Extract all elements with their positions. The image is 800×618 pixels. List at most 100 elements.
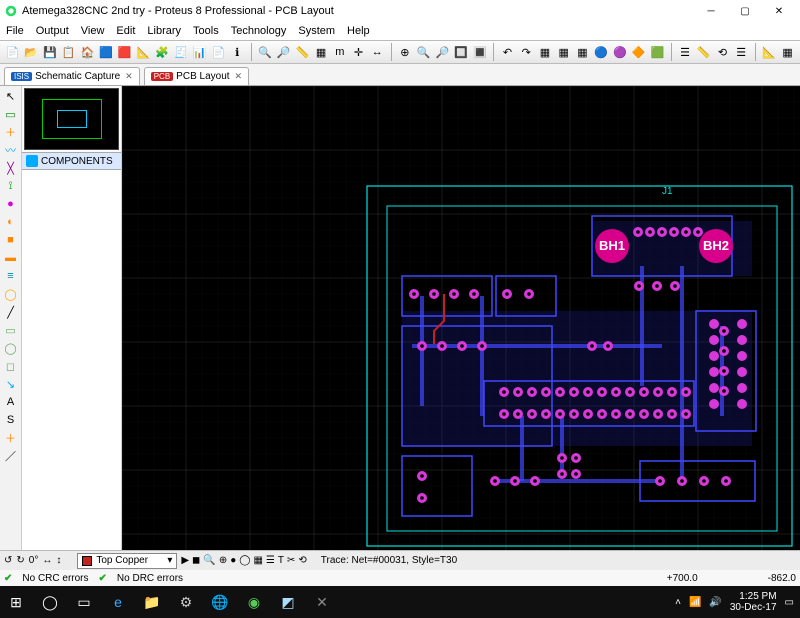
toolbar-button[interactable]: ▦	[555, 43, 572, 61]
toolbar-button[interactable]: ✛	[350, 43, 367, 61]
menu-view[interactable]: View	[81, 25, 105, 37]
taskbar-torrent[interactable]: ◉	[244, 592, 264, 612]
status-tool-button[interactable]: T	[278, 555, 284, 566]
toolbar-button[interactable]: 🔍	[256, 43, 273, 61]
toolbar-button[interactable]: ⊕	[397, 43, 414, 61]
menu-technology[interactable]: Technology	[231, 25, 287, 37]
status-tool-button[interactable]: ●	[230, 555, 236, 566]
toolbar-button[interactable]: ☰	[733, 43, 750, 61]
taskbar-app[interactable]: ◩	[278, 592, 298, 612]
tool-button[interactable]: ◯	[3, 286, 19, 302]
pcb-canvas[interactable]: BH1BH2J1	[122, 86, 800, 550]
layer-select[interactable]: Top Copper ▾	[77, 553, 177, 569]
menu-tools[interactable]: Tools	[193, 25, 219, 37]
minimize-button[interactable]: ─	[694, 1, 728, 21]
toolbar-button[interactable]: 📂	[23, 43, 40, 61]
toolbar-button[interactable]: 📊	[191, 43, 208, 61]
tool-button[interactable]: ◐	[3, 214, 19, 230]
toolbar-button[interactable]: 🟩	[649, 43, 666, 61]
status-tool-button[interactable]: ◯	[239, 555, 250, 566]
menu-library[interactable]: Library	[147, 25, 181, 37]
menu-help[interactable]: Help	[347, 25, 370, 37]
toolbar-button[interactable]: ▦	[574, 43, 591, 61]
tool-button[interactable]: S	[3, 412, 19, 428]
toolbar-button[interactable]: 📐	[135, 43, 152, 61]
tool-button[interactable]: ＋	[3, 124, 19, 140]
components-list[interactable]	[22, 170, 121, 550]
toolbar-button[interactable]: m	[331, 43, 348, 61]
flip-h-icon[interactable]: ↔	[42, 555, 52, 566]
tool-button[interactable]: ╳	[3, 160, 19, 176]
rotate-cw-icon[interactable]: ↻	[16, 555, 24, 566]
toolbar-button[interactable]: ▦	[537, 43, 554, 61]
close-icon[interactable]: ✕	[235, 71, 243, 82]
flip-v-icon[interactable]: ↕	[56, 555, 61, 566]
status-tool-button[interactable]: ☰	[266, 555, 275, 566]
status-tool-button[interactable]: ⟲	[298, 555, 306, 566]
status-tool-button[interactable]: ⊕	[219, 555, 227, 566]
taskbar-cortana[interactable]: ◯	[40, 592, 60, 612]
tool-button[interactable]: ■	[3, 232, 19, 248]
tool-button[interactable]: ◯	[3, 340, 19, 356]
toolbar-button[interactable]: ▦	[779, 43, 796, 61]
toolbar-button[interactable]: 📄	[210, 43, 227, 61]
tool-button[interactable]: ◻	[3, 358, 19, 374]
toolbar-button[interactable]: ☰	[677, 43, 694, 61]
tool-button[interactable]: ≡	[3, 268, 19, 284]
toolbar-button[interactable]: 🏠	[79, 43, 96, 61]
toolbar-button[interactable]: 🔶	[630, 43, 647, 61]
tool-button[interactable]: ▭	[3, 106, 19, 122]
toolbar-button[interactable]: 📋	[60, 43, 77, 61]
tab-pcb-layout[interactable]: PCBPCB Layout✕	[144, 67, 249, 85]
close-icon[interactable]: ✕	[125, 71, 133, 82]
toolbar-button[interactable]: 🔍	[415, 43, 432, 61]
toolbar-button[interactable]: 🟣	[612, 43, 629, 61]
rotate-ccw-icon[interactable]: ↺	[4, 555, 12, 566]
toolbar-button[interactable]: ⟲	[714, 43, 731, 61]
toolbar-button[interactable]: 🧩	[154, 43, 171, 61]
toolbar-button[interactable]: 🔲	[453, 43, 470, 61]
toolbar-button[interactable]: 🔵	[593, 43, 610, 61]
overview-thumbnail[interactable]	[24, 88, 119, 150]
notifications-icon[interactable]: ▭	[785, 597, 794, 608]
toolbar-button[interactable]: 🟦	[98, 43, 115, 61]
toolbar-button[interactable]: 📄	[4, 43, 21, 61]
toolbar-button[interactable]: 🧾	[173, 43, 190, 61]
toolbar-button[interactable]: 🔎	[275, 43, 292, 61]
toolbar-button[interactable]: 🔎	[434, 43, 451, 61]
tool-button[interactable]: 〰	[3, 142, 19, 158]
tool-button[interactable]: ▭	[3, 322, 19, 338]
toolbar-button[interactable]: 💾	[41, 43, 58, 61]
taskbar-edge[interactable]: e	[108, 592, 128, 612]
taskbar-store[interactable]: ⚙	[176, 592, 196, 612]
tool-button[interactable]: ＋	[3, 430, 19, 446]
toolbar-button[interactable]: ↷	[518, 43, 535, 61]
menu-output[interactable]: Output	[36, 25, 69, 37]
status-tool-button[interactable]: ▶	[181, 555, 189, 566]
tool-button[interactable]: ↘	[3, 376, 19, 392]
wifi-icon[interactable]: 📶	[689, 597, 701, 608]
toolbar-button[interactable]: 📏	[294, 43, 311, 61]
close-button[interactable]: ✕	[762, 1, 796, 21]
tool-button[interactable]: ↖	[3, 88, 19, 104]
taskbar-taskview[interactable]: ▭	[74, 592, 94, 612]
toolbar-button[interactable]: 📏	[695, 43, 712, 61]
tool-button[interactable]: ╱	[3, 304, 19, 320]
taskbar-explorer[interactable]: 📁	[142, 592, 162, 612]
status-tool-button[interactable]: ◼	[192, 555, 200, 566]
toolbar-button[interactable]: ▦	[313, 43, 330, 61]
toolbar-button[interactable]: 🟥	[116, 43, 133, 61]
toolbar-button[interactable]: 📐	[761, 43, 778, 61]
menu-edit[interactable]: Edit	[116, 25, 135, 37]
toolbar-button[interactable]: ↔	[369, 43, 386, 61]
toolbar-button[interactable]: ℹ	[229, 43, 246, 61]
menu-system[interactable]: System	[298, 25, 335, 37]
toolbar-button[interactable]: 🔳	[471, 43, 488, 61]
tool-button[interactable]: A	[3, 394, 19, 410]
tray-up-icon[interactable]: ˄	[675, 597, 681, 608]
tool-button[interactable]: ／	[3, 448, 19, 464]
status-tool-button[interactable]: 🔍	[203, 555, 215, 566]
taskbar-chrome[interactable]: 🌐	[210, 592, 230, 612]
taskbar-start[interactable]: ⊞	[6, 592, 26, 612]
status-tool-button[interactable]: ▦	[253, 555, 262, 566]
